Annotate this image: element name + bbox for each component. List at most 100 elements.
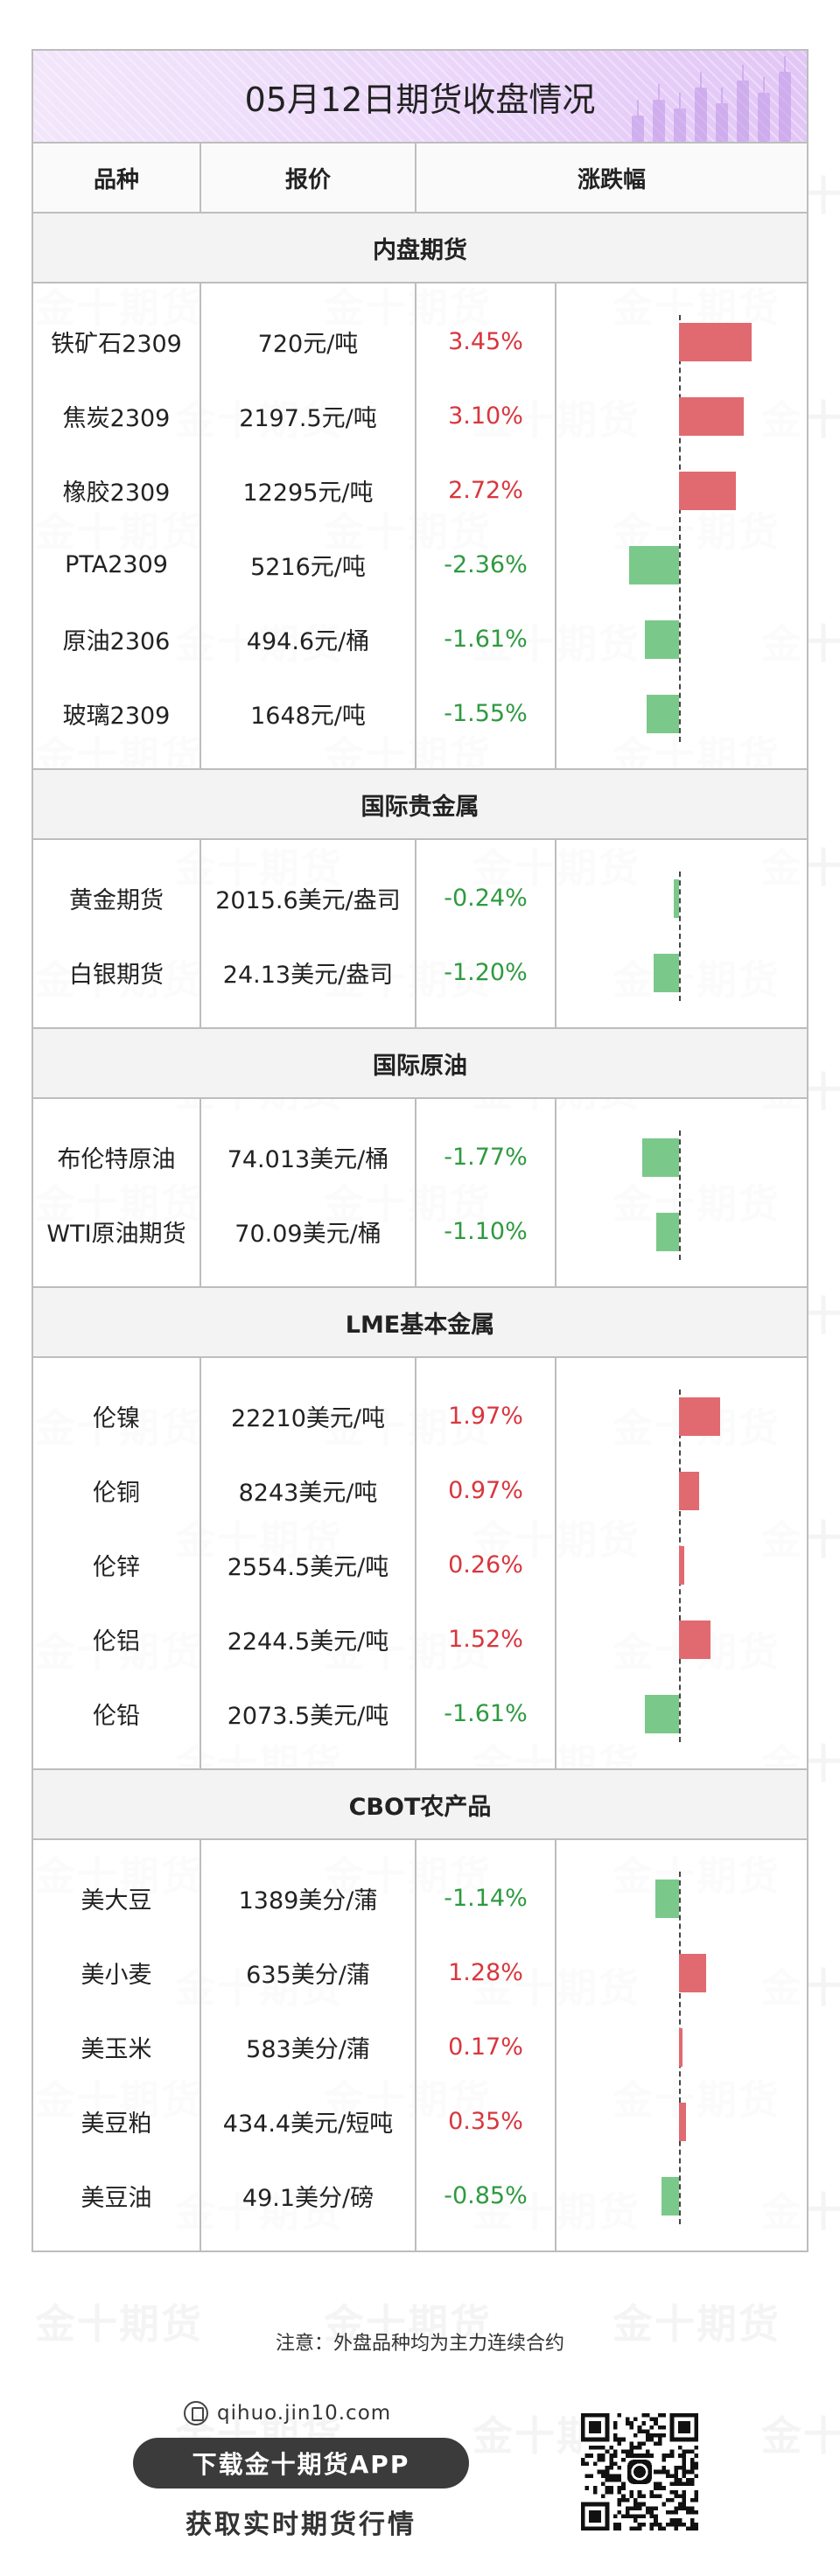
price-column: 2015.6美元/盎司 24.13美元/盎司 bbox=[201, 840, 416, 1027]
change-cell: 3.45% bbox=[448, 328, 523, 355]
price-cell: 49.1美分/磅 bbox=[242, 2185, 374, 2212]
change-bar bbox=[655, 1212, 679, 1251]
price-cell: 2554.5美元/吨 bbox=[227, 1554, 389, 1581]
price-cell: 2015.6美元/盎司 bbox=[215, 887, 401, 914]
price-cell: 8243美元/吨 bbox=[238, 1480, 378, 1507]
change-cell: -2.36% bbox=[444, 551, 528, 578]
variety-column: 伦镍 伦铜 伦锌 伦铝 伦铅 bbox=[33, 1358, 201, 1768]
change-bar-chart bbox=[556, 1099, 807, 1286]
price-cell: 22210美元/吨 bbox=[231, 1405, 385, 1432]
variety-cell: 橡胶2309 bbox=[62, 480, 171, 507]
price-cell: 1389美分/蒲 bbox=[238, 1887, 378, 1914]
change-bar-chart bbox=[556, 284, 807, 768]
price-column: 1389美分/蒲 635美分/蒲 583美分/蒲 434.4美元/短吨 49.1美分/磅 bbox=[201, 1840, 416, 2250]
price-cell: 70.09美元/桶 bbox=[234, 1221, 382, 1248]
variety-column: 黄金期货 白银期货 bbox=[33, 840, 201, 1027]
change-bar bbox=[679, 322, 752, 361]
change-cell: 1.28% bbox=[448, 1959, 523, 1986]
change-cell: 0.97% bbox=[448, 1477, 523, 1504]
variety-cell: 伦锌 bbox=[93, 1554, 140, 1581]
qr-code-icon bbox=[581, 2413, 698, 2530]
change-cell: 1.52% bbox=[448, 1626, 523, 1653]
change-bar bbox=[679, 1620, 711, 1659]
tagline: 获取实时期货行情 bbox=[186, 2510, 416, 2540]
variety-cell: 伦铅 bbox=[93, 1703, 140, 1730]
change-column: -1.14% 1.28% 0.17% 0.35% -0.85% bbox=[416, 1840, 556, 2250]
price-cell: 2197.5元/吨 bbox=[239, 405, 377, 432]
change-cell: -1.14% bbox=[444, 1885, 528, 1912]
price-cell: 2073.5美元/吨 bbox=[227, 1703, 389, 1730]
change-bar bbox=[654, 1879, 679, 1918]
download-app-button[interactable]: 下载金十期货APP bbox=[133, 2438, 469, 2488]
change-cell: -1.55% bbox=[444, 700, 528, 727]
site-link[interactable]: qihuo.jin10.com bbox=[184, 2396, 391, 2431]
change-bar bbox=[679, 2027, 683, 2067]
variety-cell: 玻璃2309 bbox=[62, 703, 171, 730]
price-cell: 720元/吨 bbox=[257, 331, 359, 358]
variety-column: 铁矿石2309 焦炭2309 橡胶2309 PTA2309 原油2306 玻璃2309 bbox=[33, 284, 201, 768]
change-bar-chart bbox=[556, 840, 807, 1027]
section-body: 黄金期货白银期货 2015.6美元/盎司 24.13美元/盎司 -0.24% -1.20… bbox=[33, 840, 807, 1029]
variety-cell: 原油2306 bbox=[62, 628, 171, 655]
section-title: 国际贵金属 bbox=[33, 770, 807, 840]
price-cell: 434.4美元/短吨 bbox=[222, 2110, 394, 2138]
change-column: 1.97% 0.97% 0.26% 1.52% -1.61% bbox=[416, 1358, 556, 1768]
change-cell: 0.26% bbox=[448, 1551, 523, 1578]
footnote: 注意：外盘品种均为主力连续合约 bbox=[275, 2333, 564, 2355]
change-cell: -1.77% bbox=[444, 1144, 528, 1171]
variety-cell: 伦铜 bbox=[93, 1480, 140, 1507]
price-cell: 24.13美元/盎司 bbox=[222, 962, 394, 989]
change-bar bbox=[661, 2176, 679, 2216]
price-column: 22210美元/吨 8243美元/吨 2554.5美元/吨 2244.5美元/吨 207… bbox=[201, 1358, 416, 1768]
price-cell: 635美分/蒲 bbox=[246, 1962, 370, 1989]
section-title: 国际原油 bbox=[33, 1029, 807, 1099]
footer: qihuo.jin10.com 下载金十期货APP 获取实时期货行情 bbox=[0, 2380, 840, 2576]
change-cell: -0.85% bbox=[444, 2182, 528, 2209]
column-header-change: 涨跌幅 bbox=[577, 166, 646, 193]
change-bar bbox=[679, 471, 737, 510]
change-cell: -0.24% bbox=[444, 885, 528, 912]
change-column: 3.45% 3.10% 2.72% -2.36% -1.61% -1.55% bbox=[416, 284, 556, 768]
section-body: 伦镍 伦铜 伦锌 伦铝 伦铅 22210美元/吨 8243美元/吨 2554.5美元/吨 224… bbox=[33, 1358, 807, 1770]
variety-cell: WTI原油期货 bbox=[46, 1221, 186, 1248]
jin10-logo-icon bbox=[184, 2401, 208, 2426]
section-title: 内盘期货 bbox=[33, 214, 807, 284]
futures-table: 05月12日期货收盘情况 品种 报价 涨跌幅 内盘期货 铁矿石2309 焦炭2309… bbox=[32, 49, 808, 2252]
change-bar bbox=[654, 953, 679, 992]
variety-cell: 黄金期货 bbox=[69, 887, 164, 914]
zero-axis-line bbox=[679, 1130, 681, 1260]
column-header-variety: 品种 bbox=[33, 144, 201, 212]
page-title: 05月12日期货收盘情况 bbox=[244, 80, 596, 119]
price-cell: 1648元/吨 bbox=[250, 703, 366, 730]
change-bar bbox=[629, 545, 679, 584]
section-body: 美大豆 美小麦 美玉米 美豆粕 美豆油 1389美分/蒲 635美分/蒲 583美分/蒲 434… bbox=[33, 1840, 807, 2250]
change-bar bbox=[679, 396, 745, 436]
variety-cell: PTA2309 bbox=[65, 551, 168, 578]
zero-axis-line bbox=[679, 315, 681, 742]
change-cell: 3.10% bbox=[448, 402, 523, 430]
price-column: 74.013美元/桶 70.09美元/桶 bbox=[201, 1099, 416, 1286]
change-bar bbox=[679, 1953, 706, 1992]
zero-axis-line bbox=[679, 872, 681, 1001]
change-bar bbox=[674, 878, 679, 918]
change-bar bbox=[645, 1694, 679, 1733]
change-bar bbox=[645, 620, 679, 659]
site-url: qihuo.jin10.com bbox=[217, 2402, 392, 2425]
change-bar bbox=[679, 1396, 721, 1436]
variety-cell: 布伦特原油 bbox=[57, 1146, 176, 1173]
sections-container: 内盘期货 铁矿石2309 焦炭2309 橡胶2309 PTA2309 原油2306 玻璃23… bbox=[33, 214, 807, 2250]
title-bar: 05月12日期货收盘情况 bbox=[33, 51, 807, 144]
price-cell: 5216元/吨 bbox=[250, 554, 366, 581]
change-bar bbox=[679, 2102, 687, 2141]
price-column: 720元/吨 2197.5元/吨 12295元/吨 5216元/吨 494.6元/桶 16… bbox=[201, 284, 416, 768]
variety-cell: 铁矿石2309 bbox=[51, 331, 182, 358]
change-bar bbox=[646, 694, 679, 733]
change-cell: -1.20% bbox=[444, 959, 528, 986]
candlestick-decoration bbox=[628, 51, 794, 142]
column-header-price: 报价 bbox=[201, 144, 416, 212]
section-title: CBOT农产品 bbox=[33, 1770, 807, 1840]
change-bar bbox=[679, 1545, 685, 1585]
change-cell: -1.10% bbox=[444, 1218, 528, 1245]
variety-cell: 美小麦 bbox=[80, 1962, 152, 1989]
variety-cell: 白银期货 bbox=[69, 962, 164, 989]
